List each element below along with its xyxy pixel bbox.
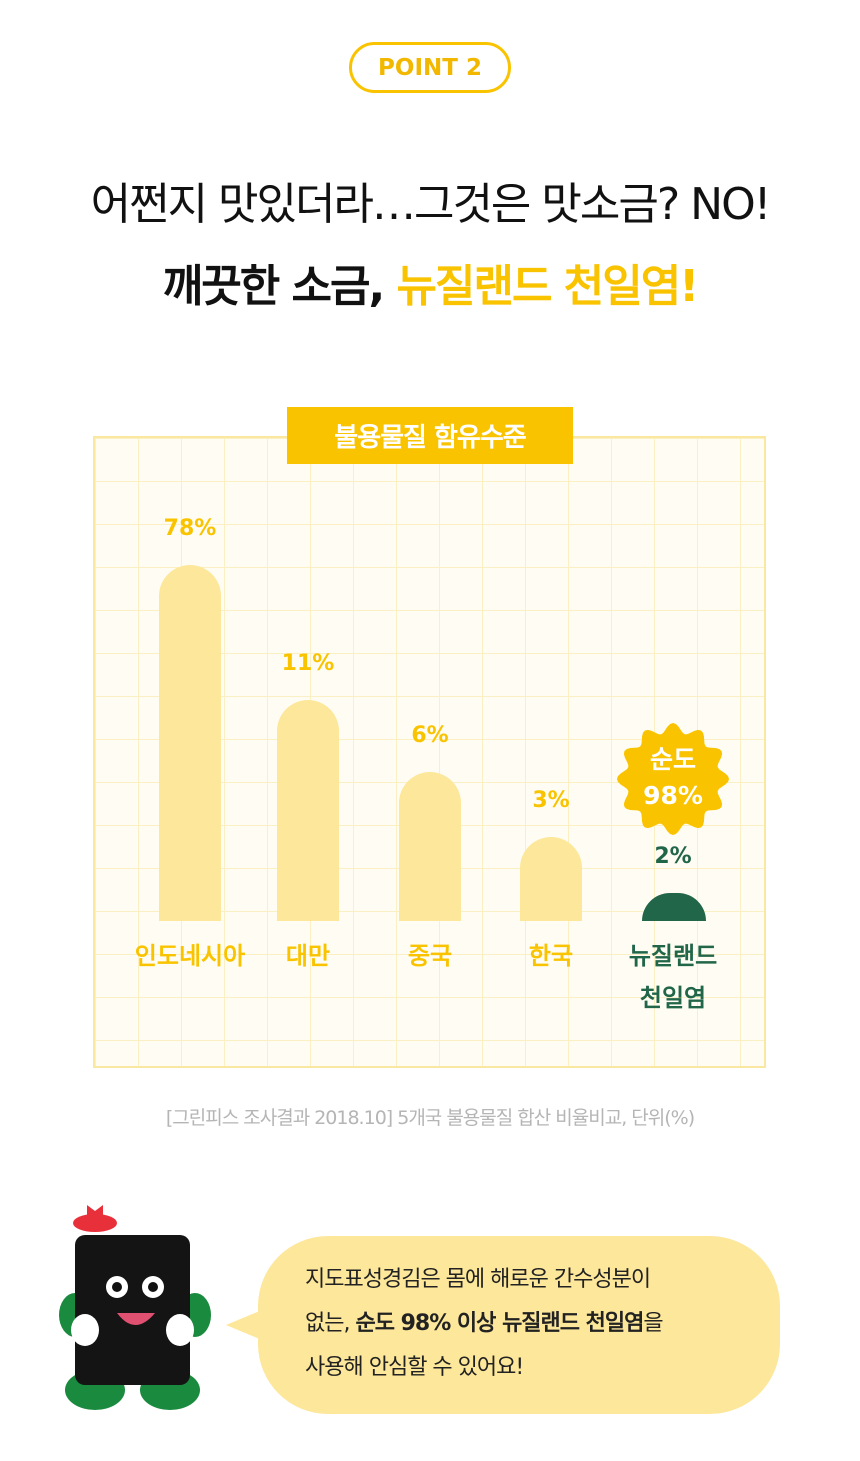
value-label-3: 3%: [532, 788, 570, 813]
speech-line1: 지도표성경김은 몸에 해로운 간수성분이: [305, 1267, 651, 1292]
category-label-2: 중국: [407, 942, 453, 970]
speech-line2-bold: 순도 98% 이상 뉴질랜드 천일염: [355, 1311, 644, 1336]
subheadline: 깨끗한 소금, 뉴질랜드 천일염!: [0, 250, 860, 314]
speech-bubble: [258, 1236, 780, 1414]
speech-line2: 없는, 순도 98% 이상 뉴질랜드 천일염을: [305, 1302, 664, 1346]
seaweed-mascot-icon: [59, 1205, 211, 1410]
badge-line2: 98%: [643, 781, 703, 810]
cat-line2: 천일염: [639, 984, 707, 1012]
value-label-2: 6%: [411, 723, 449, 748]
category-label-3: 한국: [528, 942, 574, 970]
category-label-0: 인도네시아: [134, 942, 246, 970]
value-label-1: 11%: [281, 651, 335, 676]
badge-line1: 순도: [649, 745, 696, 774]
point-badge: POINT 2: [349, 42, 511, 93]
bar-2: [399, 772, 461, 921]
value-label-4: 2%: [654, 844, 692, 869]
subheadline-yellow: 뉴질랜드 천일염!: [396, 261, 700, 312]
cat-line1: 뉴질랜드: [628, 942, 718, 970]
speech-line3: 사용해 안심할 수 있어요!: [305, 1355, 524, 1380]
bar-1: [277, 700, 339, 921]
speech-text: 지도표성경김은 몸에 해로운 간수성분이 없는, 순도 98% 이상 뉴질랜드 …: [305, 1258, 664, 1390]
purity-badge-text: 순도 98%: [614, 742, 732, 814]
speech-bubble-tail: [226, 1310, 262, 1340]
bar-0: [159, 565, 221, 921]
subheadline-black: 깨끗한 소금,: [162, 261, 397, 312]
purity-badge: [616, 722, 730, 836]
chart-title: 불용물질 함유수준: [287, 407, 573, 464]
source-note: [그린피스 조사결과 2018.10] 5개국 불용물질 합산 비율비교, 단위…: [165, 1107, 695, 1129]
bar-3: [520, 837, 582, 921]
speech-line2-pre: 없는,: [305, 1311, 356, 1336]
value-label-0: 78%: [163, 516, 217, 541]
headline: 어쩐지 맛있더라…그것은 맛소금? NO!: [90, 179, 772, 230]
speech-line2-post: 을: [643, 1311, 663, 1336]
category-label-1: 대만: [285, 942, 331, 970]
